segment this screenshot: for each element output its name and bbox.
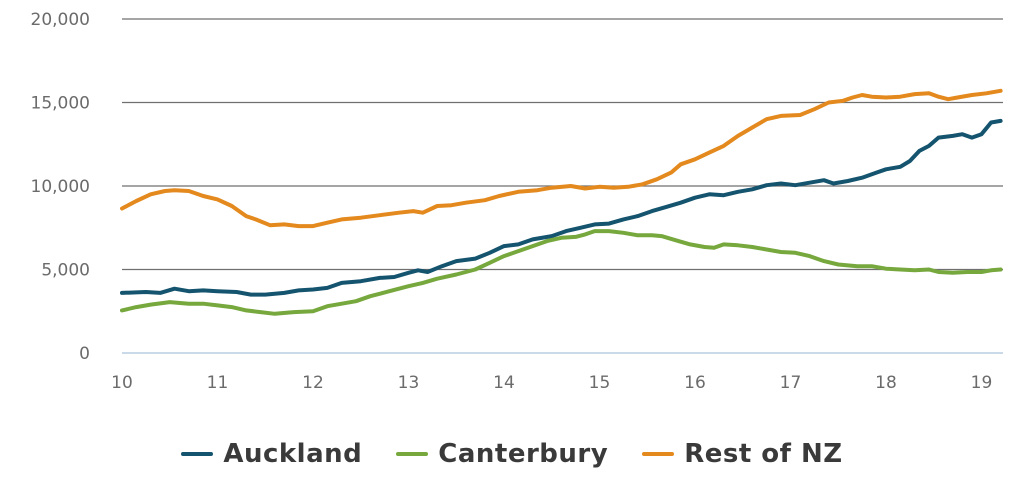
legend-label: Canterbury (438, 439, 609, 469)
legend-swatch (181, 452, 214, 456)
y-tick-label: 5,000 (41, 261, 90, 281)
series-line-canterbury (120, 229, 1003, 316)
x-tick-label: 10 (111, 373, 133, 393)
x-tick-label: 16 (684, 373, 706, 393)
x-tick-label: 19 (971, 373, 993, 393)
x-tick-label: 18 (875, 373, 897, 393)
series-line-auckland (120, 118, 1003, 297)
legend-label: Rest of NZ (684, 439, 843, 469)
legend-item: Auckland (181, 439, 362, 469)
legend-item: Canterbury (396, 439, 608, 469)
y-tick-label: 15,000 (31, 94, 90, 114)
legend-swatch (396, 452, 429, 456)
x-tick-label: 13 (398, 373, 420, 393)
series-line-rest-of-nz (120, 88, 1003, 229)
x-tick-label: 12 (302, 373, 324, 393)
legend-label: Auckland (223, 439, 363, 469)
y-axis-ticks: 0 5,000 10,000 15,000 20,000 (31, 10, 90, 364)
x-tick-label: 17 (780, 373, 802, 393)
y-tick-label: 0 (79, 344, 90, 364)
x-tick-label: 14 (493, 373, 515, 393)
legend-swatch (642, 452, 675, 456)
x-tick-label: 15 (589, 373, 611, 393)
legend: Auckland Canterbury Rest of NZ (0, 432, 1024, 476)
legend-item: Rest of NZ (642, 439, 842, 469)
x-tick-label: 11 (207, 373, 229, 393)
y-tick-label: 20,000 (31, 10, 90, 30)
series-lines (120, 88, 1003, 316)
y-tick-label: 10,000 (31, 177, 90, 197)
x-axis-ticks: 10 11 12 13 14 15 16 17 18 19 (111, 373, 992, 393)
